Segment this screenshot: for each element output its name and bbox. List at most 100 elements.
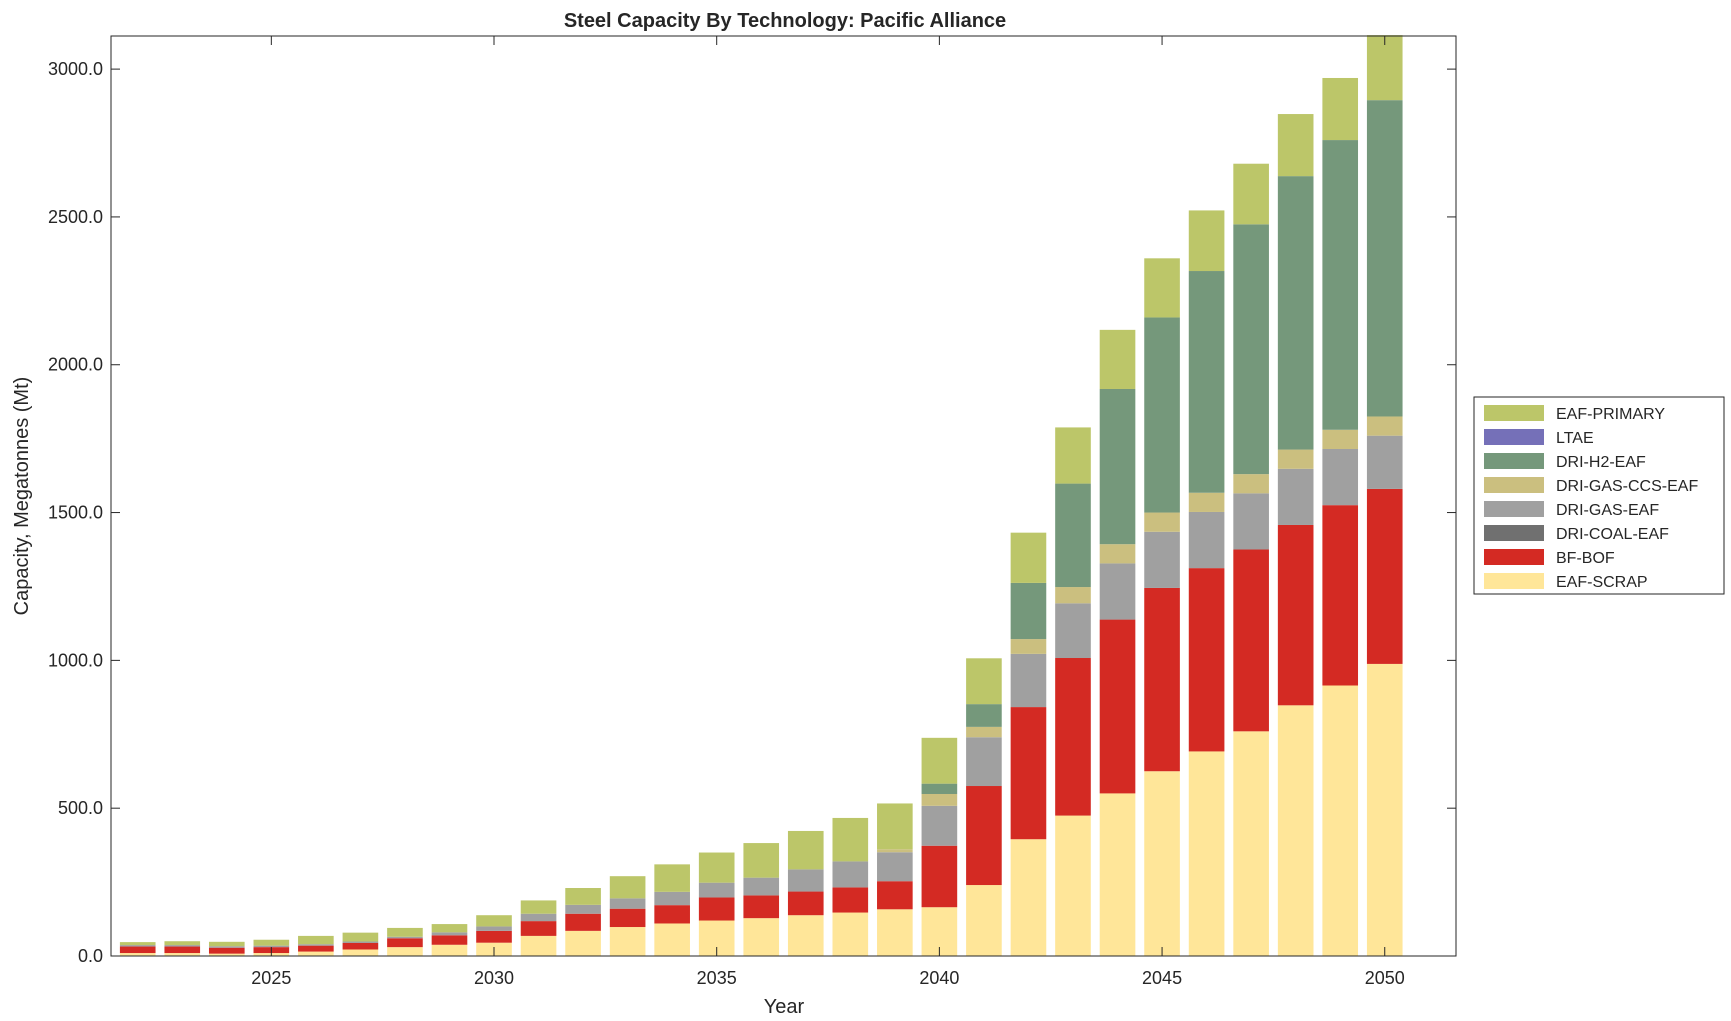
bar-segment-bf-bof-2031 (520, 921, 557, 936)
bar-segment-dri-gas-eaf-2039 (877, 852, 913, 882)
bar-segment-bf-bof-2042 (1010, 707, 1047, 840)
bar-segment-dri-gas-ccs-eaf-2049 (1322, 429, 1359, 449)
x-tick-label: 2050 (1365, 968, 1405, 988)
bar-segment-bf-bof-2033 (609, 908, 646, 928)
legend-swatch-ltae (1484, 429, 1544, 445)
bar-segment-eaf-scrap-2022 (119, 953, 156, 956)
bar-segment-bf-bof-2029 (431, 935, 468, 945)
bar-segment-eaf-primary-2050 (1366, 35, 1403, 101)
legend-label-eaf-primary: EAF-PRIMARY (1556, 406, 1665, 423)
bar-segment-eaf-primary-2028 (387, 927, 423, 937)
bar-segment-dri-gas-eaf-2045 (1144, 531, 1180, 588)
bar-segment-eaf-scrap-2036 (743, 918, 780, 956)
y-tick-label: 3000.0 (48, 59, 103, 79)
bar-segment-bf-bof-2050 (1366, 488, 1403, 664)
bar-segment-eaf-scrap-2046 (1188, 751, 1225, 956)
bar-segment-dri-gas-ccs-eaf-2045 (1144, 512, 1180, 532)
bar-segment-eaf-scrap-2045 (1144, 771, 1180, 956)
bar-segment-bf-bof-2027 (342, 942, 379, 950)
bar-segment-dri-gas-ccs-eaf-2050 (1366, 416, 1403, 436)
legend-label-dri-h2-eaf: DRI-H2-EAF (1556, 454, 1646, 471)
bar-segment-dri-gas-eaf-2025 (253, 945, 290, 948)
bar-segment-bf-bof-2041 (966, 786, 1002, 886)
bar-segment-eaf-primary-2043 (1055, 427, 1091, 484)
chart-title: Steel Capacity By Technology: Pacific Al… (564, 10, 1006, 32)
bar-segment-eaf-scrap-2047 (1233, 731, 1269, 956)
bar-segment-eaf-primary-2046 (1188, 210, 1225, 272)
y-tick-label: 2000.0 (48, 355, 103, 375)
bar-segment-eaf-primary-2037 (787, 830, 824, 870)
bar-segment-dri-gas-eaf-2034 (654, 891, 690, 906)
y-tick-label: 2500.0 (48, 207, 103, 227)
plot-frame (110, 35, 1457, 957)
bar-segment-eaf-scrap-2033 (609, 927, 646, 956)
bar-segment-bf-bof-2036 (743, 895, 780, 919)
bar-segment-eaf-primary-2047 (1233, 163, 1269, 225)
bar-segment-eaf-scrap-2039 (877, 909, 913, 956)
bar-segment-dri-gas-ccs-eaf-2048 (1277, 449, 1314, 469)
bar-segment-dri-gas-ccs-eaf-2046 (1188, 492, 1225, 512)
bar-segment-bf-bof-2049 (1322, 505, 1359, 686)
bar-segment-dri-gas-ccs-eaf-2047 (1233, 474, 1269, 494)
bar-segment-eaf-scrap-2028 (387, 947, 423, 956)
bars-layer (119, 35, 1403, 956)
bar-segment-eaf-scrap-2034 (654, 923, 690, 956)
bar-segment-dri-h2-eaf-2042 (1010, 582, 1047, 640)
bar-segment-eaf-scrap-2041 (966, 885, 1002, 956)
bar-segment-dri-gas-eaf-2029 (431, 932, 468, 936)
bar-segment-eaf-primary-2025 (253, 939, 290, 946)
bar-segment-bf-bof-2022 (119, 946, 156, 954)
bar-segment-dri-gas-eaf-2032 (565, 904, 601, 914)
bar-segment-bf-bof-2034 (654, 905, 690, 924)
y-tick-label: 1500.0 (48, 503, 103, 523)
bar-segment-eaf-scrap-2037 (787, 915, 824, 956)
x-tick-label: 2025 (251, 968, 291, 988)
bar-segment-eaf-scrap-2042 (1010, 839, 1047, 956)
bar-segment-dri-h2-eaf-2048 (1277, 176, 1314, 450)
bar-segment-dri-gas-eaf-2047 (1233, 493, 1269, 550)
bar-segment-dri-gas-eaf-2028 (387, 936, 423, 939)
bar-segment-dri-gas-eaf-2030 (476, 926, 512, 931)
bar-segment-bf-bof-2032 (565, 913, 601, 931)
legend-swatch-dri-gas-eaf (1484, 501, 1544, 517)
bar-segment-dri-gas-eaf-2031 (520, 913, 557, 922)
bar-segment-eaf-primary-2039 (877, 803, 913, 850)
bar-segment-dri-h2-eaf-2049 (1322, 140, 1359, 430)
x-tick-label: 2035 (697, 968, 737, 988)
bar-segment-eaf-primary-2031 (520, 900, 557, 914)
bar-segment-eaf-scrap-2026 (298, 951, 334, 956)
bar-segment-dri-gas-eaf-2022 (119, 945, 156, 947)
bar-segment-dri-h2-eaf-2047 (1233, 224, 1269, 475)
bar-segment-dri-h2-eaf-2050 (1366, 100, 1403, 417)
bar-segment-dri-gas-eaf-2040 (921, 805, 958, 846)
legend-label-eaf-scrap: EAF-SCRAP (1556, 574, 1648, 591)
bar-segment-eaf-primary-2023 (164, 941, 201, 946)
bar-segment-dri-gas-eaf-2033 (609, 898, 646, 909)
legend-label-ltae: LTAE (1556, 430, 1594, 447)
y-tick-label: 0.0 (78, 946, 103, 966)
bar-segment-dri-h2-eaf-2041 (966, 704, 1002, 727)
bar-segment-eaf-primary-2026 (298, 935, 334, 945)
x-tick-label: 2030 (474, 968, 514, 988)
bar-segment-eaf-scrap-2024 (208, 953, 245, 956)
bar-segment-eaf-primary-2035 (698, 852, 735, 883)
bar-segment-dri-gas-eaf-2046 (1188, 511, 1225, 569)
bar-segment-dri-gas-eaf-2049 (1322, 448, 1359, 506)
bar-segment-bf-bof-2030 (476, 930, 512, 943)
x-axis-label: Year (764, 996, 805, 1018)
bar-segment-eaf-scrap-2023 (164, 953, 201, 956)
bar-segment-dri-h2-eaf-2044 (1099, 388, 1136, 545)
bar-segment-dri-gas-eaf-2023 (164, 945, 201, 947)
bar-segment-bf-bof-2040 (921, 845, 958, 908)
bar-segment-bf-bof-2028 (387, 938, 423, 948)
bar-segment-eaf-primary-2034 (654, 864, 690, 892)
bar-segment-eaf-primary-2048 (1277, 114, 1314, 177)
bar-segment-eaf-scrap-2031 (520, 935, 557, 956)
legend-label-dri-gas-eaf: DRI-GAS-EAF (1556, 502, 1659, 519)
bar-segment-dri-gas-eaf-2035 (698, 882, 735, 898)
bar-segment-eaf-scrap-2038 (832, 912, 869, 956)
bar-segment-dri-gas-eaf-2043 (1055, 603, 1091, 659)
bar-segment-dri-h2-eaf-2043 (1055, 483, 1091, 588)
y-axis-label: Capacity, Megatonnes (Mt) (11, 377, 33, 616)
legend-label-dri-gas-ccs-eaf: DRI-GAS-CCS-EAF (1556, 478, 1698, 495)
